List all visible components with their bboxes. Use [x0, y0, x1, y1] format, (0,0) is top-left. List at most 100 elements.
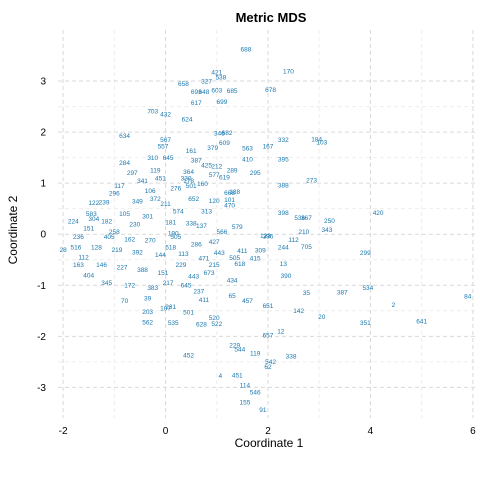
data-point-label: 119 — [150, 168, 161, 175]
data-point-label: 619 — [219, 174, 230, 181]
data-point-label: 536 — [294, 215, 305, 222]
x-tick-label: 0 — [163, 426, 169, 437]
data-point-label: 184 — [311, 137, 322, 144]
grid — [58, 30, 478, 418]
data-point-label: 501 — [186, 183, 197, 190]
data-point-label: 304 — [88, 216, 99, 223]
data-point-label: 113 — [178, 251, 189, 258]
data-point-label: 203 — [142, 309, 153, 316]
data-point-label: 338 — [186, 220, 197, 227]
data-point-label: 641 — [416, 318, 427, 325]
data-point-label: 62 — [264, 364, 272, 371]
data-point-label: 142 — [293, 308, 304, 315]
data-point-label: 505 — [229, 255, 240, 262]
data-point-label: 603 — [211, 88, 222, 95]
data-point-label: 617 — [191, 100, 202, 107]
data-point-label: 648 — [199, 89, 210, 96]
data-point-label: 505 — [170, 234, 181, 241]
data-point-label: 520 — [209, 315, 220, 322]
data-point-label: 107 — [160, 306, 171, 313]
data-point-label: 122 — [88, 200, 99, 207]
data-point-label: 211 — [160, 201, 171, 208]
data-point-label: 349 — [132, 198, 143, 205]
data-point-label: 518 — [165, 244, 176, 251]
data-point-label: 471 — [199, 256, 210, 263]
data-point-label: 387 — [337, 290, 348, 297]
data-point-label: 546 — [250, 389, 261, 396]
y-tick-label: -3 — [37, 383, 46, 394]
data-point-label: 405 — [104, 234, 115, 241]
data-point-label: 227 — [117, 265, 128, 272]
data-point-label: 699 — [216, 99, 227, 106]
data-point-label: 452 — [183, 353, 194, 360]
data-point-label: 421 — [211, 70, 222, 77]
data-point-label: 522 — [211, 321, 222, 328]
data-point-label: 123 — [260, 233, 271, 240]
data-point-label: 427 — [209, 239, 220, 246]
data-point-label: 119 — [250, 350, 261, 357]
data-point-label: 425 — [201, 163, 212, 170]
x-tick-label: 4 — [368, 426, 374, 437]
data-point-label: 673 — [204, 270, 215, 277]
data-point-label: 577 — [209, 172, 220, 179]
data-point-label: 341 — [137, 178, 148, 185]
data-point-label: 398 — [278, 210, 289, 217]
data-point-label: 84 — [464, 293, 472, 300]
data-point-label: 411 — [237, 248, 248, 255]
data-point-label: 284 — [119, 160, 130, 167]
data-point-label: 396 — [263, 234, 274, 241]
y-tick-label: 0 — [40, 230, 46, 241]
data-point-label: 144 — [155, 252, 166, 259]
data-point-label: 244 — [278, 244, 289, 251]
data-point-label: 705 — [301, 244, 312, 251]
data-point-label: 379 — [207, 145, 218, 152]
data-point-label: 451 — [155, 175, 166, 182]
data-point-label: 112 — [288, 237, 299, 244]
data-point-label: 372 — [150, 196, 161, 203]
y-tick-label: -2 — [37, 332, 46, 343]
data-point-label: 91 — [259, 407, 267, 414]
data-point-label: 155 — [240, 399, 251, 406]
data-point-label: 170 — [283, 69, 294, 76]
y-tick-label: -1 — [37, 281, 46, 292]
data-point-label: 574 — [173, 209, 184, 216]
data-point-label: 390 — [280, 273, 291, 280]
data-point-label: 618 — [234, 261, 245, 268]
data-point-label: 645 — [181, 283, 192, 290]
data-point-label: 289 — [227, 168, 238, 175]
data-point-label: 162 — [124, 237, 135, 244]
data-point-label: 101 — [224, 197, 235, 204]
data-point-label: 563 — [242, 146, 253, 153]
data-point-label: 579 — [232, 224, 243, 231]
data-point-label: 190 — [168, 230, 179, 237]
data-point-label: 557 — [158, 144, 169, 151]
data-point-label: 106 — [145, 188, 156, 195]
data-point-label: 387 — [191, 157, 202, 164]
data-point-label: 410 — [242, 156, 253, 163]
data-point-label: 411 — [199, 297, 210, 304]
data-point-label: 678 — [265, 87, 276, 94]
data-point-label: 286 — [191, 242, 202, 249]
data-point-label: 273 — [306, 177, 317, 184]
data-point-label: 20 — [318, 314, 326, 321]
data-point-label: 65 — [229, 293, 237, 300]
data-point-label: 310 — [147, 155, 158, 162]
data-point-label: 345 — [101, 280, 112, 287]
data-point-label: 117 — [114, 183, 125, 190]
data-point-label: 634 — [119, 133, 130, 140]
data-point-label: 161 — [186, 148, 197, 155]
data-point-label: 219 — [111, 247, 122, 254]
data-point-label: 351 — [360, 320, 371, 327]
x-tick-label: 6 — [470, 426, 476, 437]
data-point-label: 451 — [232, 372, 243, 379]
data-point-label: 309 — [255, 247, 266, 254]
data-point-label: 685 — [227, 88, 238, 95]
data-point-label: 35 — [303, 290, 311, 297]
data-point-label: 388 — [137, 267, 148, 274]
data-point-label: 542 — [265, 359, 276, 366]
y-tick-label: 2 — [40, 128, 46, 139]
data-point-label: 112 — [78, 254, 89, 261]
data-point-label: 392 — [132, 249, 143, 256]
